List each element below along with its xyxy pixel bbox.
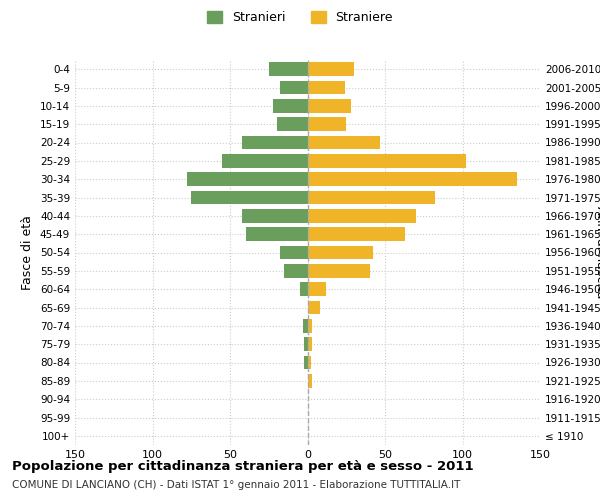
Bar xyxy=(308,209,416,222)
Bar xyxy=(308,80,344,94)
Bar xyxy=(277,118,308,131)
Bar xyxy=(308,356,311,370)
Bar xyxy=(308,300,320,314)
Bar xyxy=(308,118,346,131)
Bar xyxy=(308,264,370,278)
Bar xyxy=(300,282,308,296)
Bar xyxy=(308,228,405,241)
Bar xyxy=(269,62,308,76)
Bar xyxy=(308,172,517,186)
Bar xyxy=(308,99,351,112)
Bar xyxy=(308,338,312,351)
Bar xyxy=(308,374,312,388)
Text: Popolazione per cittadinanza straniera per età e sesso - 2011: Popolazione per cittadinanza straniera p… xyxy=(12,460,473,473)
Bar xyxy=(308,62,354,76)
Bar xyxy=(245,228,308,241)
Bar xyxy=(284,264,308,278)
Bar xyxy=(187,172,308,186)
Bar xyxy=(274,99,308,112)
Bar xyxy=(222,154,308,168)
Bar xyxy=(304,338,308,351)
Text: COMUNE DI LANCIANO (CH) - Dati ISTAT 1° gennaio 2011 - Elaborazione TUTTITALIA.I: COMUNE DI LANCIANO (CH) - Dati ISTAT 1° … xyxy=(12,480,460,490)
Y-axis label: Fasce di età: Fasce di età xyxy=(22,215,34,290)
Bar xyxy=(242,136,308,149)
Y-axis label: Anni di nascita: Anni di nascita xyxy=(594,206,600,298)
Bar xyxy=(308,154,466,168)
Bar xyxy=(191,190,308,204)
Bar xyxy=(242,209,308,222)
Bar xyxy=(308,282,326,296)
Bar xyxy=(304,356,308,370)
Bar xyxy=(308,319,312,332)
Bar xyxy=(303,319,308,332)
Bar xyxy=(308,136,380,149)
Legend: Stranieri, Straniere: Stranieri, Straniere xyxy=(202,6,398,29)
Bar xyxy=(308,190,434,204)
Bar xyxy=(280,80,308,94)
Bar xyxy=(308,246,373,260)
Bar xyxy=(280,246,308,260)
